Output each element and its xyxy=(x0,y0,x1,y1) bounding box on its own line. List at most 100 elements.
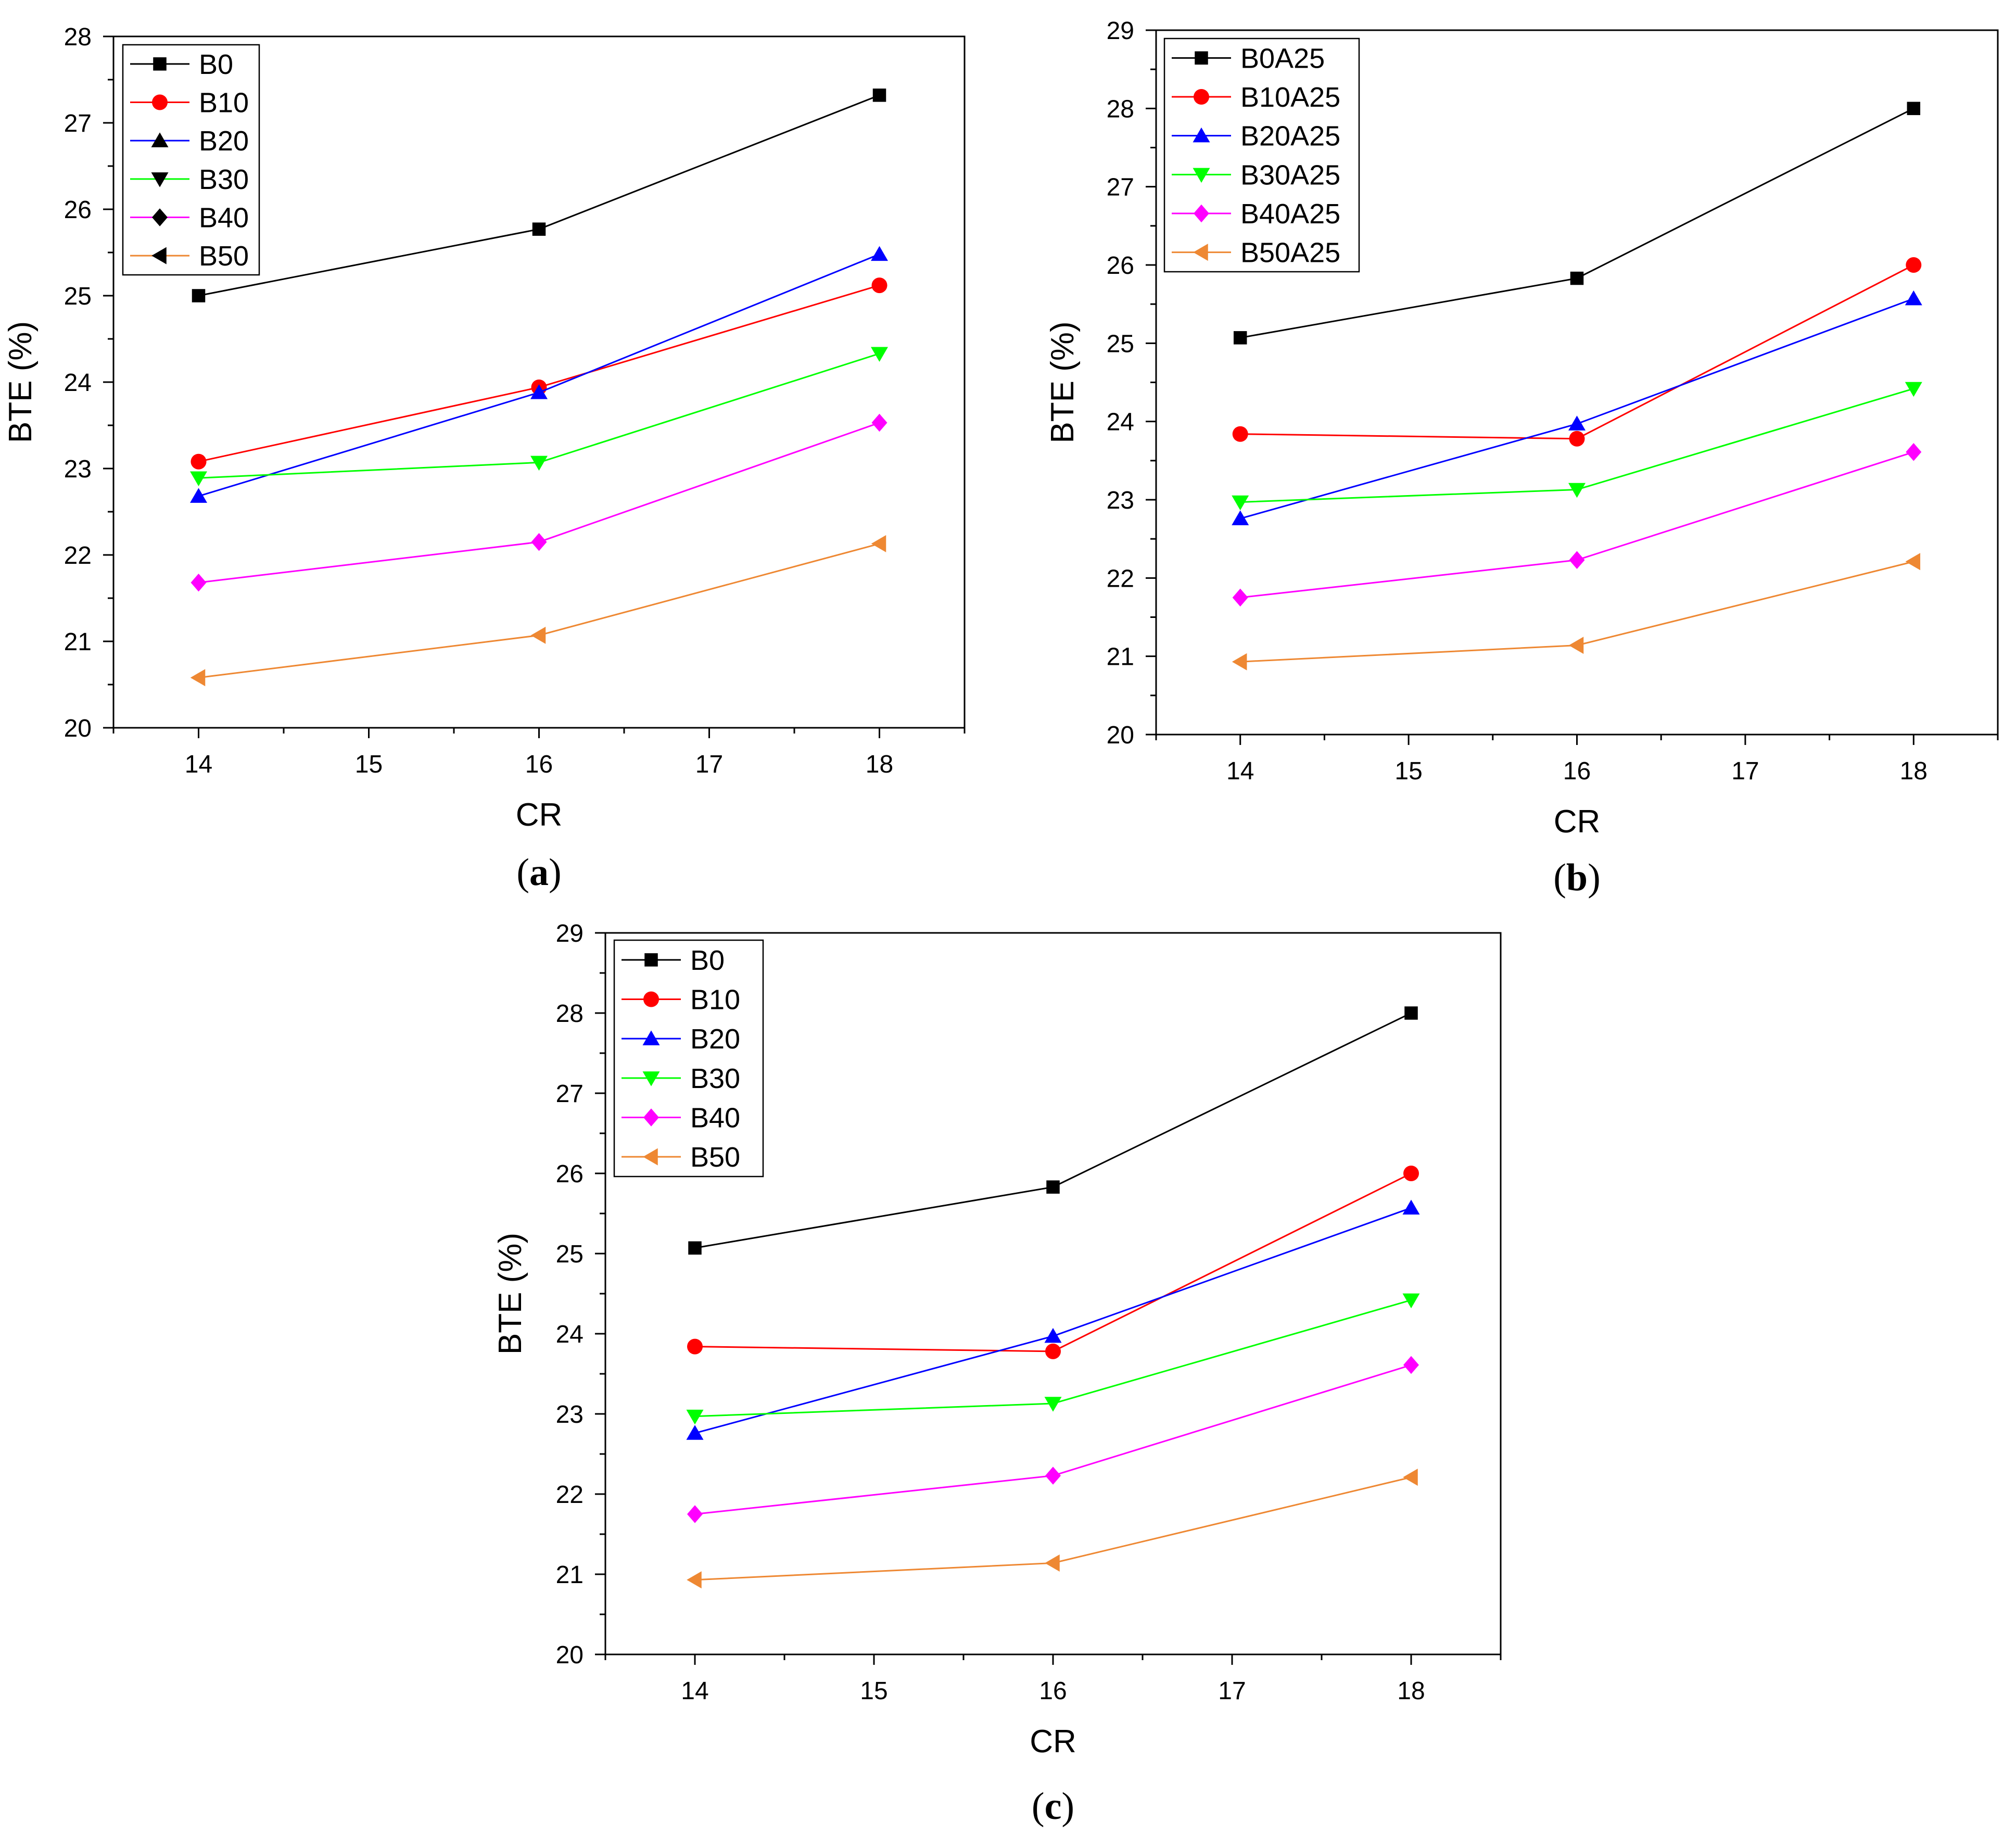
panel-a-y-tick-label: 25 xyxy=(64,283,92,310)
panel-c-series-b20-point xyxy=(686,1425,704,1440)
panel-b-series-b50a25 xyxy=(1232,553,1921,671)
panel-b-legend-entry-b20a25-marker xyxy=(1193,127,1210,143)
panel-a-series-b50-point xyxy=(530,626,546,644)
panel-a-legend-entry-b20-marker xyxy=(151,132,169,147)
panel-c-legend-entry-b20-marker xyxy=(642,1030,660,1045)
panel-a-legend-entry-b40-label: B40 xyxy=(199,203,249,234)
panel-c-series-b0-point xyxy=(1404,1006,1418,1020)
panel-b-legend-entry-b40a25-label: B40A25 xyxy=(1240,198,1340,230)
panel-a-x-tick-label: 15 xyxy=(355,751,383,778)
panel-b-series-b50a25-point xyxy=(1568,637,1584,654)
panel-b-y-tick-label: 22 xyxy=(1107,565,1134,592)
panel-a-legend-entry-b0-marker xyxy=(153,57,167,71)
panel-c-x-tick-label: 17 xyxy=(1218,1677,1246,1705)
panel-a-y-axis-title: BTE (%) xyxy=(3,321,39,443)
panel-a-series-b50 xyxy=(190,535,886,687)
panel-c-legend-entry-b0-marker xyxy=(644,953,658,967)
panel-c-x-axis-title: CR xyxy=(1030,1724,1076,1760)
panel-b-legend-entry-b30a25: B30A25 xyxy=(1172,159,1340,191)
panel-b-series-b0a25-point xyxy=(1570,271,1584,285)
panel-a-x-axis-title: CR xyxy=(516,797,563,833)
panel-b-y-tick-label: 25 xyxy=(1107,330,1134,358)
panel-a-series-b0-point xyxy=(532,222,546,236)
panel-b-series-b40a25-point xyxy=(1569,551,1585,570)
panel-c-y-tick-label: 28 xyxy=(556,1000,584,1028)
panel-b-legend-entry-b20a25: B20A25 xyxy=(1172,121,1340,152)
panel-c-series-b20-point xyxy=(1402,1199,1420,1215)
panel-b-x-tick-label: 16 xyxy=(1563,757,1591,785)
panel-b-series-b50a25-point xyxy=(1905,553,1921,571)
panel-a-legend-entry-b10-label: B10 xyxy=(199,87,249,119)
panel-b-legend-entry-b10a25-marker xyxy=(1194,89,1209,105)
panel-b-legend-entry-b0a25-label: B0A25 xyxy=(1240,43,1325,74)
panel-a-series-b40-point xyxy=(191,573,207,592)
panel-c-legend-entry-b0-label: B0 xyxy=(690,945,725,976)
panel-b-y-tick-label: 26 xyxy=(1107,252,1134,280)
panel-a-series-b10-point xyxy=(191,453,207,470)
panel-a-series-b0-point xyxy=(872,88,886,102)
panel-c-series-b0-point xyxy=(688,1241,702,1255)
panel-c-legend-entry-b0: B0 xyxy=(622,945,725,976)
panel-b-x-tick-label: 18 xyxy=(1900,757,1928,785)
panel-a-x-tick-label: 18 xyxy=(866,751,893,778)
panel-a-series-b40-point xyxy=(531,533,547,551)
panel-c-series-b30 xyxy=(686,1293,1420,1425)
panel-b-caption: (b) xyxy=(1553,856,1600,899)
panel-b-legend-entry-b40a25: B40A25 xyxy=(1172,198,1340,230)
panel-b-legend-entry-b10a25-label: B10A25 xyxy=(1240,82,1340,113)
panel-c-legend-entry-b50-marker xyxy=(643,1148,658,1166)
panel-b-legend: B0A25 B10A25 B20A25 B30A25 B40A25 B50A25 xyxy=(1163,37,1360,273)
panel-c-x-tick-label: 16 xyxy=(1039,1677,1067,1705)
panel-b-series-b0a25-point xyxy=(1233,331,1247,345)
panel-a-series-b20 xyxy=(190,246,888,503)
panel-a-x-tick-label: 14 xyxy=(185,751,212,778)
panel-a-series-b20-point xyxy=(871,246,888,261)
panel-c-series-b0 xyxy=(688,1006,1418,1255)
panel-a-y-tick-label: 21 xyxy=(64,628,92,656)
panel-c-y-tick-label: 27 xyxy=(556,1080,584,1108)
panel-b-legend-entry-b0a25: B0A25 xyxy=(1172,43,1325,74)
panel-a-series-b50-point xyxy=(871,535,886,552)
panel-a-y-tick-label: 20 xyxy=(64,715,92,742)
panel-b-legend-entry-b50a25-marker xyxy=(1193,244,1208,261)
panel-a-legend-entry-b20: B20 xyxy=(130,125,249,157)
panel-b-series-b10a25-point xyxy=(1232,426,1248,442)
panel-a-legend-entry-b10: B10 xyxy=(130,87,249,119)
panel-c-x-tick-label: 18 xyxy=(1397,1677,1425,1705)
panel-c-legend: B0 B10 B20 B30 B40 B50 xyxy=(613,939,764,1178)
panel-b-legend-entry-b0a25-marker xyxy=(1195,51,1208,65)
panel-c-legend-entry-b10-marker xyxy=(643,991,659,1007)
panel-b-series-b30a25-point xyxy=(1568,483,1586,498)
panel-b-x-tick-label: 17 xyxy=(1731,757,1759,785)
panel-b-y-tick-label: 20 xyxy=(1107,722,1134,749)
panel-a-series-b30-point xyxy=(190,471,207,487)
panel-a-legend-entry-b50-marker xyxy=(151,247,167,264)
panel-c-series-b50-point xyxy=(687,1571,702,1589)
panel-a-legend-entry-b40: B40 xyxy=(130,203,249,234)
panel-c-y-tick-label: 21 xyxy=(556,1561,584,1589)
panel-c-series-b10-point xyxy=(687,1338,703,1355)
panel-a-series-b20-point xyxy=(190,488,207,503)
panel-b-series-b40a25-point xyxy=(1232,588,1248,607)
panel-b-legend-entry-b20a25-label: B20A25 xyxy=(1240,121,1340,152)
panel-a-legend-entry-b20-label: B20 xyxy=(199,125,249,157)
panel-b-series-b30a25 xyxy=(1232,382,1922,511)
panel-b-series-b20a25 xyxy=(1232,290,1922,525)
panel-c-legend-entry-b30-label: B30 xyxy=(690,1063,740,1094)
panel-b-series-b40a25-point xyxy=(1906,443,1922,461)
panel-c-series-b30-point xyxy=(686,1409,704,1425)
panel-c-series-b40-point xyxy=(1403,1356,1419,1374)
panel-c-legend-entry-b20-label: B20 xyxy=(690,1023,740,1055)
panel-c-series-b10-point xyxy=(1045,1343,1061,1359)
panel-b-legend-entry-b40a25-marker xyxy=(1194,204,1209,223)
panel-c-series-b10 xyxy=(687,1166,1419,1359)
panel-b-series-b20a25-point xyxy=(1905,290,1922,306)
panel-c-series-b20 xyxy=(686,1199,1420,1440)
panel-c-series-b0-point xyxy=(1046,1180,1060,1194)
panel-b-series-b30a25-point xyxy=(1232,495,1249,511)
panel-a-series-b0-point xyxy=(192,289,206,302)
panel-b-legend-entry-b50a25-label: B50A25 xyxy=(1240,237,1340,269)
panel-a-legend-entry-b30-label: B30 xyxy=(199,164,249,195)
panel-c-series-b50-point xyxy=(1045,1554,1060,1572)
panel-a-x-tick-label: 16 xyxy=(525,751,553,778)
